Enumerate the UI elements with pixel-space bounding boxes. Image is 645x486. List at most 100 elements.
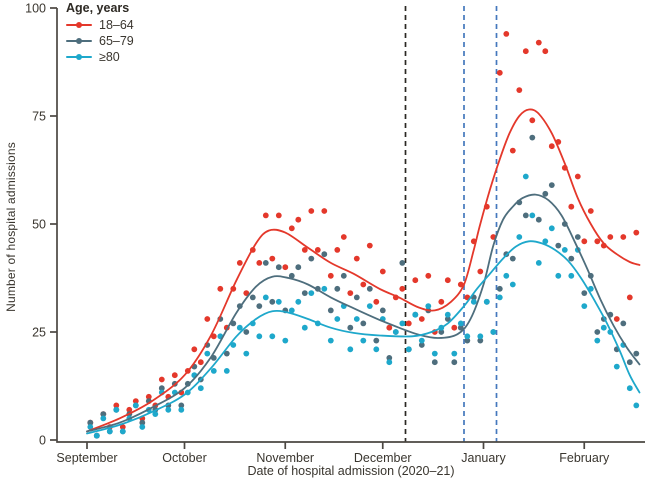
data-point [373, 298, 380, 305]
data-point [301, 247, 308, 253]
y-tick-label: 0 [39, 433, 46, 447]
data-point [509, 255, 516, 262]
data-point [178, 402, 185, 409]
series-18-64-points [87, 31, 640, 439]
y-tick-label: 100 [25, 1, 46, 15]
data-point [548, 143, 555, 150]
x-tick-label: November [256, 451, 314, 465]
data-point [581, 290, 588, 296]
data-point [431, 350, 438, 357]
data-point [568, 255, 575, 262]
data-point [347, 346, 354, 353]
data-point [178, 406, 185, 413]
axes [50, 7, 645, 449]
data-point [217, 285, 224, 292]
data-point [373, 337, 380, 344]
data-point [334, 316, 341, 322]
data-point [503, 272, 510, 279]
data-point [425, 272, 432, 279]
data-point [405, 320, 412, 327]
data-point [275, 212, 282, 219]
x-tick-label: December [354, 451, 412, 465]
data-point [535, 216, 542, 223]
data-point [561, 247, 568, 253]
data-point [308, 208, 315, 214]
legend-swatch-80plus [66, 53, 92, 61]
data-point [327, 272, 334, 279]
data-point [633, 402, 640, 409]
data-point [223, 368, 230, 374]
data-point [477, 333, 484, 340]
data-point [386, 324, 393, 331]
data-point [444, 277, 451, 284]
data-point [496, 69, 503, 76]
data-point [620, 234, 627, 240]
data-point [633, 350, 640, 357]
data-point [594, 329, 601, 335]
data-point [119, 428, 126, 435]
data-point [334, 247, 341, 253]
data-point [301, 290, 308, 296]
data-point [379, 268, 386, 275]
tick-labels: 0 25 50 75 100 September October November Decemb… [25, 1, 610, 465]
legend: Age, years 18–64 65–79 ≥80 [66, 1, 134, 65]
trend-line-18-64 [86, 108, 641, 433]
data-point [412, 277, 419, 284]
data-point [321, 251, 328, 258]
data-point [100, 415, 107, 422]
legend-item-18-64: 18–64 [66, 17, 134, 33]
data-point [132, 398, 139, 404]
legend-item-65-79: 65–79 [66, 33, 134, 49]
data-point [574, 173, 581, 180]
data-point [464, 333, 471, 340]
data-point [496, 294, 503, 301]
data-point [613, 316, 620, 322]
data-point [269, 333, 276, 340]
data-point [516, 87, 523, 93]
data-point [600, 324, 607, 331]
data-point [535, 260, 542, 266]
data-point [275, 264, 282, 271]
data-point [379, 307, 386, 314]
data-point [594, 238, 601, 245]
data-point [444, 311, 451, 318]
x-tick-label: October [162, 451, 206, 465]
x-axis-title: Date of hospital admission (2020–21) [247, 464, 455, 478]
data-point [262, 260, 269, 266]
data-point [405, 346, 412, 353]
data-point [568, 203, 575, 210]
legend-swatch-18-64 [66, 21, 92, 29]
data-point [308, 255, 315, 262]
data-point [633, 229, 640, 236]
data-point [360, 281, 367, 288]
data-point [477, 268, 484, 275]
data-point [210, 368, 217, 374]
data-point [87, 419, 94, 426]
data-point [555, 272, 562, 279]
data-point [340, 272, 347, 279]
data-point [256, 303, 263, 309]
data-point [236, 324, 243, 331]
data-point [353, 294, 360, 301]
y-tick-label: 25 [32, 325, 46, 339]
data-point [542, 48, 549, 55]
x-tick-label: January [461, 451, 506, 465]
data-point [327, 307, 334, 314]
data-point [158, 385, 165, 392]
data-point [353, 255, 360, 262]
data-point [594, 337, 601, 344]
data-point [269, 298, 276, 305]
series-80plus-points [87, 173, 640, 439]
data-point [451, 324, 458, 331]
data-point [425, 303, 432, 309]
axis-lines [56, 8, 645, 443]
legend-label-80plus: ≥80 [99, 50, 120, 64]
data-point [529, 117, 536, 124]
data-point [184, 380, 191, 387]
data-point [204, 316, 211, 322]
data-point [347, 324, 354, 331]
data-point [282, 337, 289, 344]
y-tick-label: 75 [32, 109, 46, 123]
data-point [483, 298, 490, 305]
data-point [522, 173, 529, 180]
